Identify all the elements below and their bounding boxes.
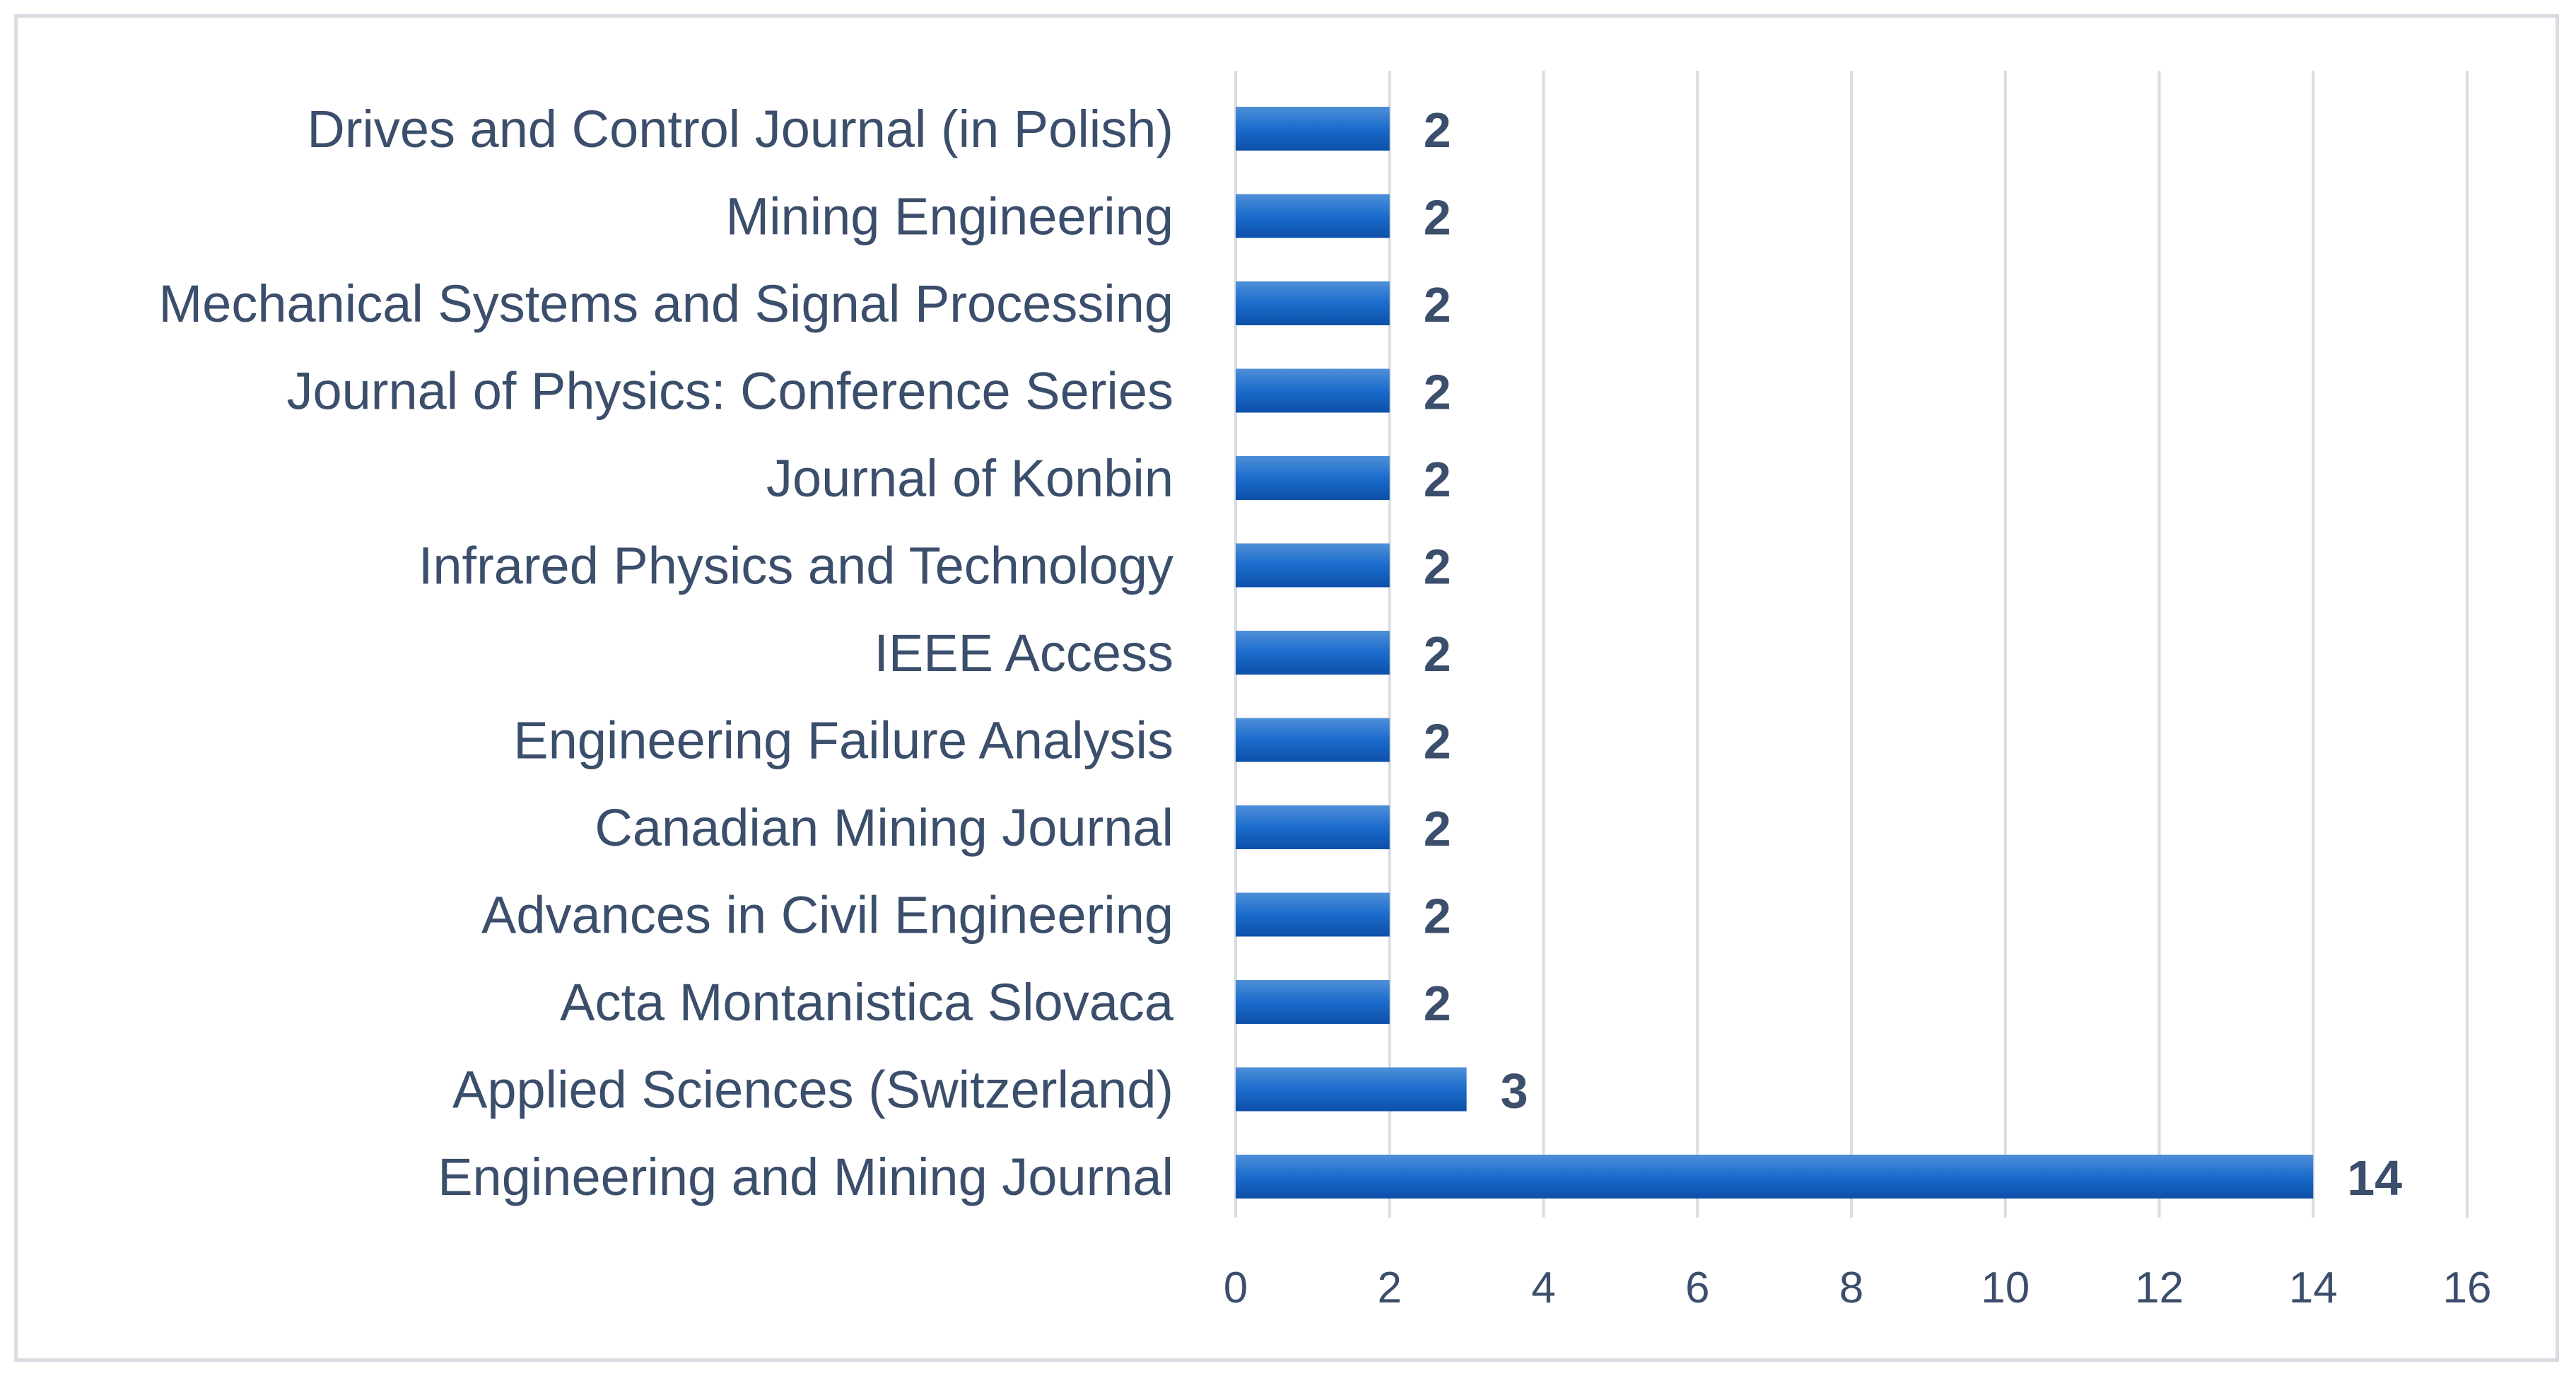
category-label: IEEE Access: [874, 624, 1173, 682]
bar: [1236, 194, 1390, 238]
category-label: Canadian Mining Journal: [595, 798, 1173, 857]
data-label: 2: [1424, 540, 1451, 595]
bar: [1236, 368, 1390, 413]
labels: 0 2 4 6 8 10 12 14 16 Drives and Control Journal …: [159, 100, 2492, 1312]
x-tick-label: 14: [2289, 1264, 2338, 1312]
x-tick-label: 6: [1685, 1264, 1709, 1312]
data-label: 2: [1424, 889, 1451, 944]
bar: [1236, 718, 1390, 762]
data-label: 2: [1424, 714, 1451, 769]
category-label: Engineering and Mining Journal: [438, 1148, 1173, 1206]
category-label: Infrared Physics and Technology: [418, 537, 1173, 595]
data-label: 2: [1424, 103, 1451, 158]
data-label: 2: [1424, 277, 1451, 332]
data-label: 2: [1424, 190, 1451, 245]
category-label: Advances in Civil Engineering: [481, 886, 1173, 945]
category-label: Applied Sciences (Switzerland): [452, 1061, 1173, 1119]
bars: [1236, 107, 2314, 1199]
bar: [1236, 805, 1390, 849]
x-tick-label: 10: [1981, 1264, 2030, 1312]
grid-lines: [1234, 71, 2469, 1218]
bar: [1236, 1067, 1467, 1112]
x-tick-label: 2: [1378, 1264, 1402, 1312]
bar: [1236, 631, 1390, 675]
category-label: Journal of Physics: Conference Series: [287, 362, 1174, 421]
x-tick-label: 8: [1839, 1264, 1863, 1312]
category-label: Engineering Failure Analysis: [513, 711, 1173, 770]
category-label: Drives and Control Journal (in Polish): [307, 100, 1173, 158]
chart-frame: [14, 14, 2559, 1362]
data-label: 2: [1424, 626, 1451, 682]
data-label: 2: [1424, 365, 1451, 420]
bar: [1236, 456, 1390, 500]
bar: [1236, 107, 1390, 151]
x-tick-label: 12: [2135, 1264, 2184, 1312]
bar: [1236, 543, 1390, 588]
data-label: 2: [1424, 976, 1451, 1031]
category-label: Journal of Konbin: [766, 449, 1173, 508]
x-tick-label: 16: [2443, 1264, 2492, 1312]
data-label: 14: [2347, 1150, 2402, 1206]
x-tick-label: 4: [1531, 1264, 1555, 1312]
data-label: 2: [1424, 452, 1451, 507]
data-label: 3: [1501, 1063, 1528, 1119]
bar: [1236, 892, 1390, 937]
category-label: Mining Engineering: [725, 187, 1173, 246]
bar: [1236, 281, 1390, 325]
bar: [1236, 980, 1390, 1024]
category-label: Mechanical Systems and Signal Processing: [159, 274, 1173, 333]
bar: [1236, 1155, 2314, 1199]
data-label: 2: [1424, 801, 1451, 856]
x-tick-label: 0: [1224, 1264, 1248, 1312]
category-label: Acta Montanistica Slovaca: [560, 973, 1174, 1032]
